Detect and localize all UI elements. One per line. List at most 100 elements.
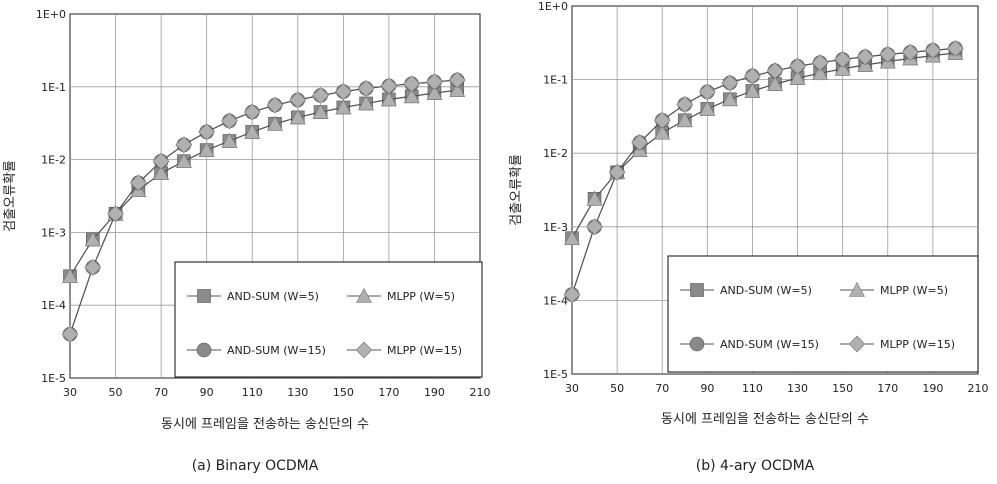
legend-marker (848, 281, 866, 297)
data-point (61, 268, 79, 284)
data-point (84, 259, 102, 276)
chart-caption: (a) Binary OCDMA (192, 458, 319, 474)
data-point (334, 83, 352, 100)
data-point (856, 48, 874, 66)
legend (667, 255, 979, 373)
data-point (266, 96, 284, 114)
legend (174, 261, 483, 378)
x-tick-label: 170 (877, 382, 898, 395)
data-point (586, 218, 603, 236)
legend-label: AND-SUM (W=5) (720, 284, 812, 297)
x-tick-label: 150 (333, 386, 354, 399)
data-point (676, 95, 694, 113)
y-tick-label: 1E-2 (543, 147, 568, 160)
legend-label: AND-SUM (W=15) (720, 338, 819, 351)
x-tick-label: 30 (565, 382, 579, 395)
data-point (448, 71, 466, 89)
legend-label: MLPP (W=15) (387, 344, 462, 357)
y-tick-label: 1E-3 (41, 226, 66, 239)
x-tick-label: 110 (242, 386, 263, 399)
x-tick-label: 70 (655, 382, 669, 395)
data-point (721, 91, 738, 107)
legend-marker (690, 283, 704, 297)
data-point (221, 112, 238, 130)
data-point (312, 87, 329, 104)
data-point (699, 100, 716, 116)
data-point (426, 73, 443, 91)
data-point (812, 65, 829, 81)
data-point (721, 74, 739, 92)
data-point (221, 132, 238, 148)
data-point (947, 40, 964, 57)
legend-label: AND-SUM (W=15) (227, 344, 326, 357)
x-tick-label: 210 (470, 386, 491, 399)
data-point (586, 190, 603, 206)
data-point (289, 109, 306, 125)
data-point (608, 163, 626, 181)
legend-marker (848, 335, 866, 353)
y-tick-label: 1E-5 (41, 372, 66, 385)
data-point (766, 62, 784, 80)
legend-marker (689, 336, 705, 352)
chart-4ary-ocdma: 30 50 70 90 110 130 150 170 190 210 1E-5 1E-4 1E-3 1E… (509, 0, 989, 474)
legend-marker (196, 342, 212, 358)
data-point (129, 174, 147, 192)
y-tick-label: 1E-1 (543, 74, 568, 87)
chart-binary-ocdma: 30 50 70 90 110 130 150 170 190 210 1E-5 1E-4 1E-3 1E… (3, 8, 491, 474)
legend-marker (355, 287, 373, 303)
x-tick-label: 30 (63, 386, 77, 399)
y-axis-label: 검출오류확률 (3, 160, 18, 232)
data-point (403, 88, 420, 104)
data-point (654, 124, 671, 140)
data-point (789, 69, 806, 85)
data-point (653, 111, 671, 129)
legend-label: MLPP (W=5) (880, 284, 948, 297)
data-point (175, 153, 192, 169)
x-tick-label: 70 (154, 386, 168, 399)
data-point (924, 41, 942, 59)
data-point (358, 95, 375, 111)
x-tick-label: 150 (832, 382, 853, 395)
x-tick-label: 130 (787, 382, 808, 395)
chart-caption: (b) 4-ary OCDMA (696, 458, 815, 474)
x-tick-label: 50 (109, 386, 123, 399)
data-point (563, 230, 581, 246)
data-point (335, 99, 352, 115)
data-point (244, 123, 261, 139)
data-point (789, 57, 806, 75)
data-point (198, 123, 216, 141)
x-tick-label: 110 (742, 382, 763, 395)
x-tick-label: 190 (424, 386, 445, 399)
data-point (357, 79, 375, 97)
data-point (901, 43, 919, 61)
data-point (403, 75, 421, 93)
legend-label: MLPP (W=5) (387, 290, 455, 303)
data-point (676, 112, 693, 128)
data-point (198, 141, 215, 157)
data-point (744, 67, 761, 85)
x-tick-label: 190 (922, 382, 943, 395)
data-point (175, 136, 193, 154)
x-tick-label: 50 (610, 382, 624, 395)
data-point (811, 54, 829, 72)
legend-label: MLPP (W=15) (880, 338, 955, 351)
data-point (449, 81, 466, 97)
data-point (766, 75, 784, 91)
y-tick-label: 1E+0 (36, 8, 66, 21)
legend-marker (355, 341, 373, 359)
data-point (380, 77, 398, 95)
x-axis-label: 동시에 프레임을 전송하는 송신단의 수 (161, 417, 369, 432)
y-tick-label: 1E+0 (538, 0, 568, 13)
x-tick-label: 130 (287, 386, 308, 399)
x-tick-label: 90 (200, 386, 214, 399)
x-tick-label: 170 (378, 386, 399, 399)
data-point (266, 115, 284, 131)
legend-marker (197, 289, 211, 303)
x-axis-label: 동시에 프레임을 전송하는 송신단의 수 (661, 412, 869, 427)
data-point (312, 103, 329, 119)
data-point (61, 325, 79, 343)
data-point (380, 91, 397, 107)
data-point (152, 152, 170, 170)
y-axis-label: 검출오류확률 (509, 154, 524, 226)
